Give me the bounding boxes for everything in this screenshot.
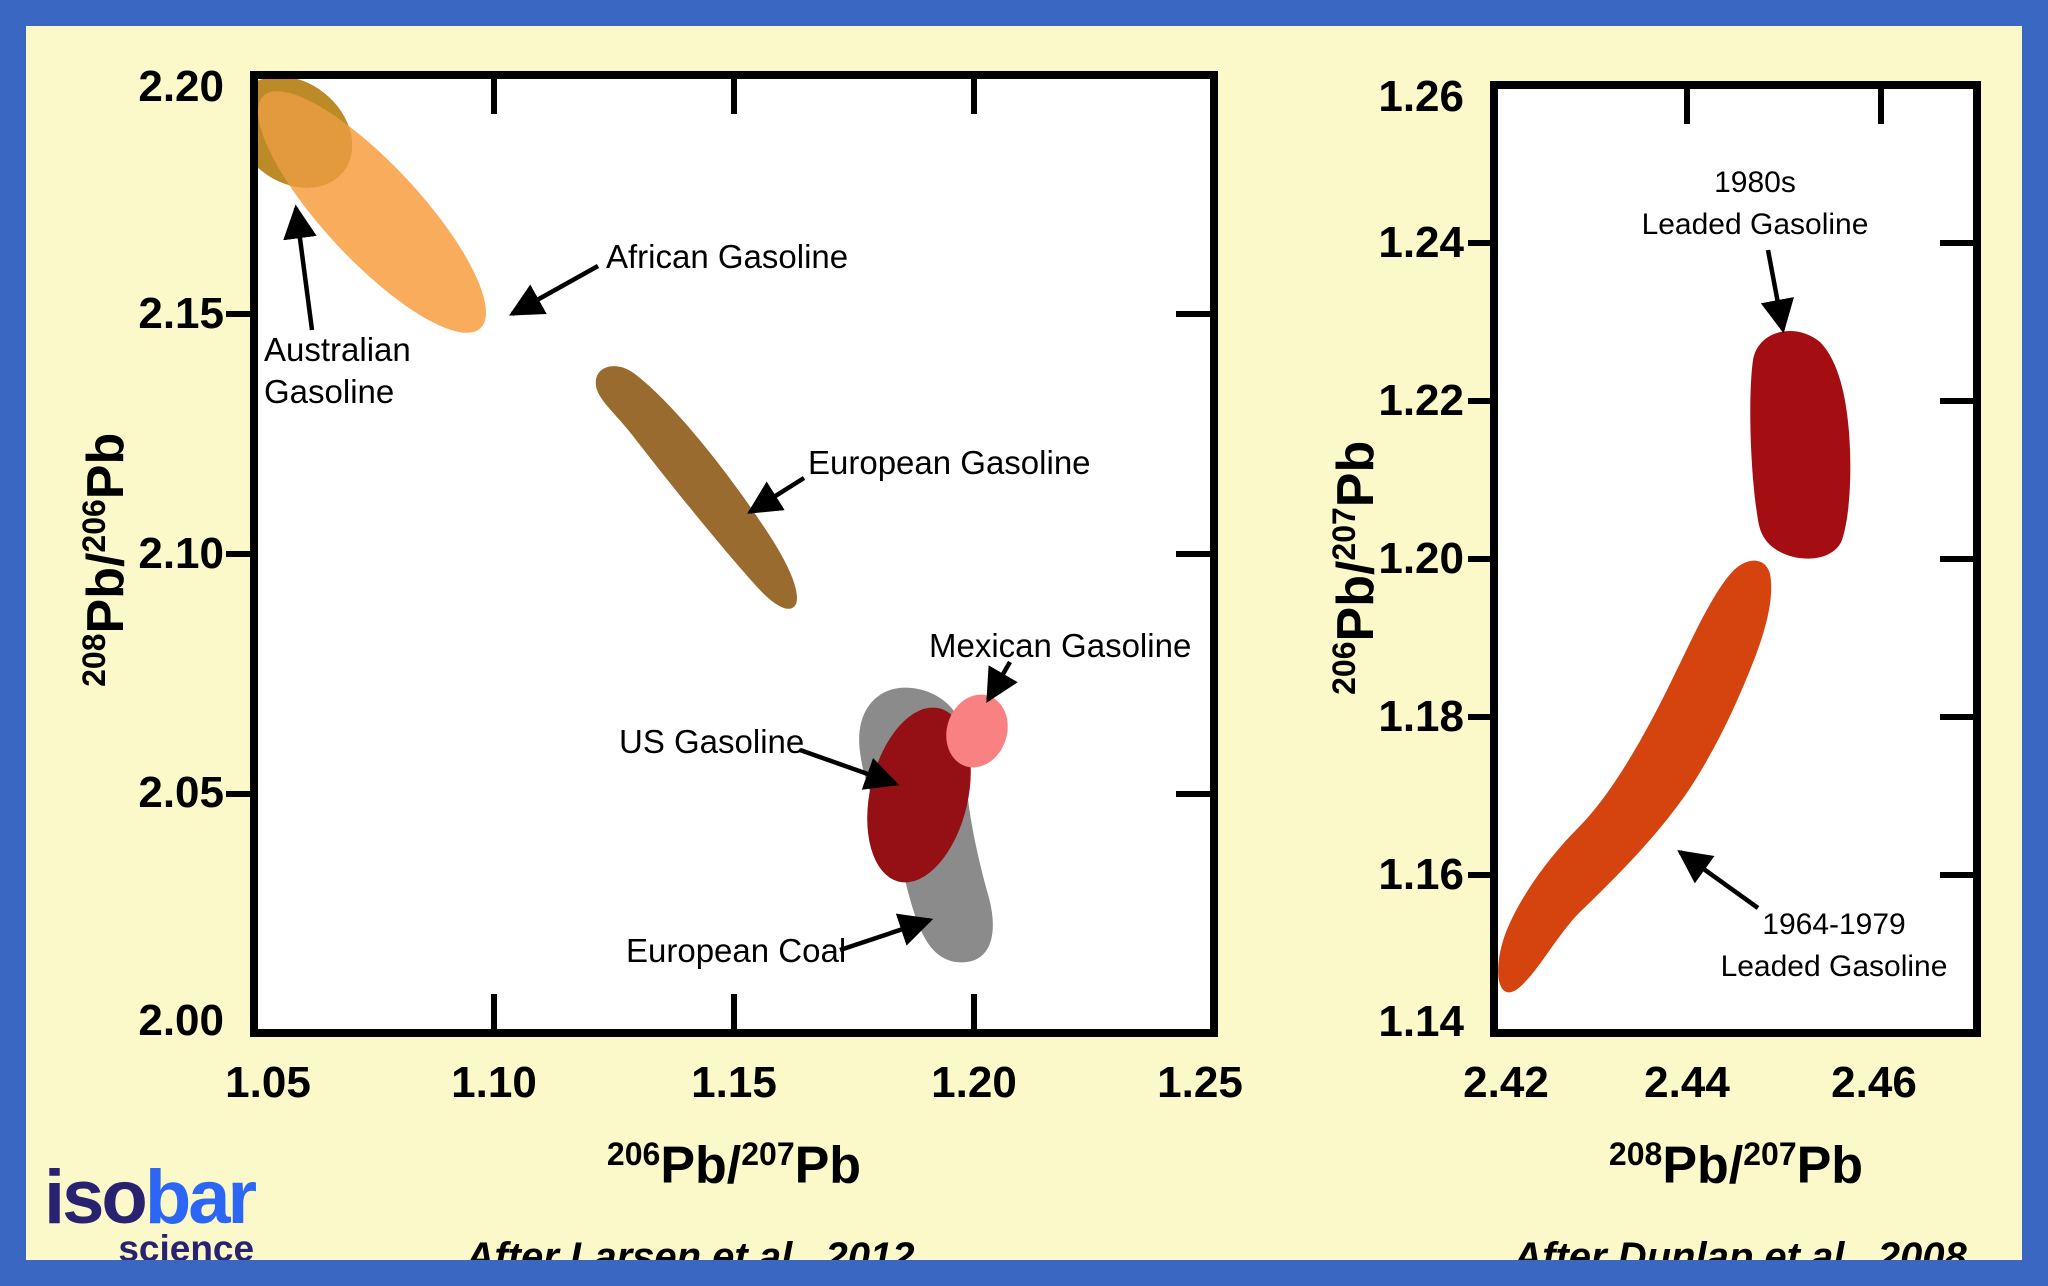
annotation-australian-line2: Gasoline	[264, 373, 395, 410]
right-ytick-1.20: 1.20	[1378, 534, 1464, 583]
right-ytick-1.24: 1.24	[1378, 218, 1464, 267]
left-y-title-base1: Pb/	[76, 552, 135, 634]
arrow-1964-1979-leaded	[1677, 850, 1760, 910]
arrow-european-coal	[839, 913, 934, 953]
annotation-1964-1979-leaded-gasoline: 1964-1979 Leaded Gasoline	[1654, 904, 2014, 988]
right-x-title-sup2: 207	[1743, 1136, 1797, 1172]
arrow-1980s-leaded	[1760, 249, 1794, 334]
right-x-title-base1: Pb/	[1662, 1136, 1744, 1195]
annotation-1980s-line1: 1980s	[1714, 166, 1796, 199]
arrow-european-gasoline	[747, 476, 806, 514]
annotation-european-gasoline: European Gasoline	[808, 444, 1091, 481]
right-y-title-base1: Pb/	[1326, 560, 1385, 642]
logo-bar: bar	[144, 1155, 257, 1240]
right-y-title-sup1: 206	[1326, 641, 1363, 695]
right-plot-border	[1490, 81, 1981, 1037]
left-y-title-sup2: 206	[76, 499, 113, 553]
region-us-gasoline	[867, 707, 971, 883]
isobar-science-logo: isobar science	[44, 1160, 257, 1268]
logo-iso: iso	[44, 1155, 148, 1240]
right-x-title-sup1: 208	[1608, 1136, 1663, 1172]
arrow-african-gasoline	[509, 264, 600, 316]
left-x-axis-title: 206Pb/207Pb	[534, 1122, 934, 1198]
left-y-title-sup1: 208	[76, 633, 113, 687]
right-xtick-2.46: 2.46	[1831, 1058, 1917, 1107]
left-x-title-base1: Pb/	[660, 1136, 742, 1195]
left-ytick-2.05: 2.05	[138, 768, 224, 817]
right-x-title-base2: Pb	[1796, 1136, 1864, 1195]
right-ytick-1.22: 1.22	[1378, 376, 1464, 425]
caption-left-source: After Larsen et al., 2012	[465, 1235, 915, 1279]
left-ytick-2.10: 2.10	[138, 529, 224, 578]
annotation-african-gasoline: African Gasoline	[606, 238, 849, 275]
caption-right-source: After Dunlap et al., 2008	[1513, 1235, 1967, 1279]
region-european-gasoline	[595, 366, 797, 609]
left-plot-border	[250, 71, 1218, 1037]
left-xtick-1.25: 1.25	[1157, 1058, 1243, 1107]
arrow-australian-gasoline	[283, 204, 317, 331]
left-plot-ticks	[226, 78, 1211, 1030]
left-ytick-2.00: 2.00	[138, 996, 224, 1045]
annotation-1980s-line2: Leaded Gasoline	[1641, 208, 1869, 241]
left-ytick-2.20: 2.20	[138, 62, 224, 111]
annotation-mexican-gasoline: Mexican Gasoline	[929, 627, 1192, 664]
left-y-axis-title: 208Pb/206Pb	[62, 350, 138, 770]
annotation-australian-line1: Australian	[264, 331, 411, 368]
left-x-title-base2: Pb	[794, 1136, 862, 1195]
region-mexican-gasoline	[946, 694, 1008, 768]
left-xtick-1.05: 1.05	[225, 1058, 311, 1107]
right-ytick-1.26: 1.26	[1378, 72, 1464, 121]
logo-wordmark: isobar	[44, 1160, 257, 1236]
annotation-australian-gasoline: Australian Gasoline	[264, 329, 411, 413]
region-1980s-leaded-gasoline	[1750, 330, 1851, 559]
arrow-us-gasoline	[799, 747, 900, 790]
arrow-mexican-gasoline	[986, 660, 1018, 703]
left-xtick-1.20: 1.20	[931, 1058, 1017, 1107]
right-y-axis-title: 206Pb/207Pb	[1312, 358, 1388, 778]
annotation-arrows	[283, 204, 1794, 953]
left-x-title-sup2: 207	[741, 1136, 795, 1172]
right-y-title-sup2: 207	[1326, 507, 1363, 561]
annotation-us-gasoline: US Gasoline	[619, 723, 805, 760]
right-ytick-1.16: 1.16	[1378, 850, 1464, 899]
left-ytick-2.15: 2.15	[138, 289, 224, 338]
annotation-1980s-leaded-gasoline: 1980s Leaded Gasoline	[1575, 162, 1935, 246]
left-xtick-1.15: 1.15	[691, 1058, 777, 1107]
right-xtick-2.42: 2.42	[1463, 1058, 1549, 1107]
annotation-european-coal: European Coal	[626, 932, 847, 969]
annotation-1964-line1: 1964-1979	[1762, 908, 1906, 941]
right-ytick-1.18: 1.18	[1378, 692, 1464, 741]
right-y-title-base2: Pb	[1326, 440, 1385, 508]
region-1964-1979-leaded-gasoline	[1498, 560, 1772, 993]
right-ytick-1.14: 1.14	[1378, 997, 1464, 1046]
annotation-1964-line2: Leaded Gasoline	[1720, 950, 1948, 983]
left-x-title-sup1: 206	[606, 1136, 661, 1172]
left-y-title-base2: Pb	[76, 432, 135, 500]
left-xtick-1.10: 1.10	[451, 1058, 537, 1107]
right-plot-ticks	[1468, 88, 1974, 878]
right-x-axis-title: 208Pb/207Pb	[1536, 1122, 1936, 1198]
right-xtick-2.44: 2.44	[1644, 1058, 1730, 1107]
